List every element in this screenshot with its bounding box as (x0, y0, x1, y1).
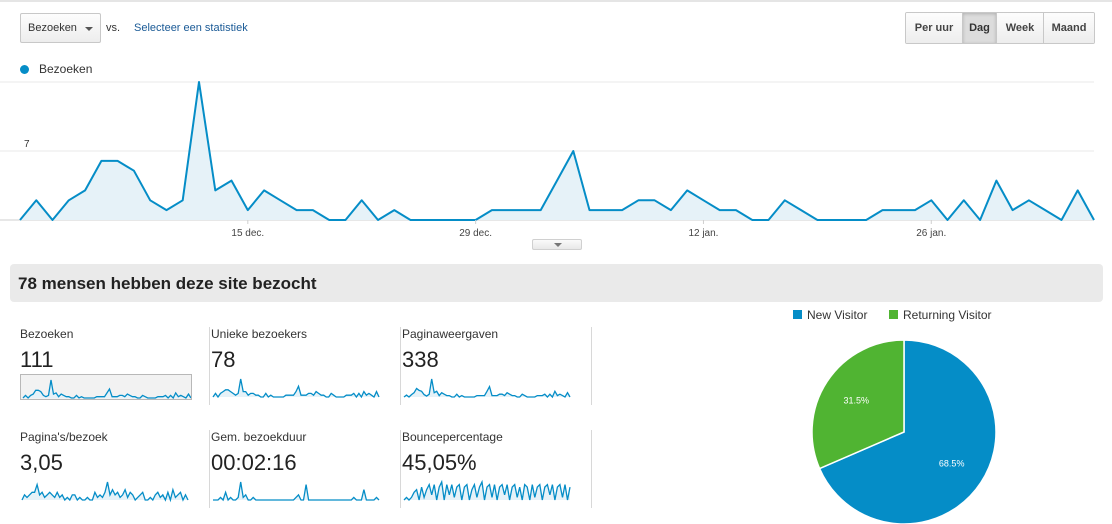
metric-unieke-bezoekers[interactable]: Unieke bezoekers 78 (211, 327, 401, 405)
y-tick-label: 14 (24, 78, 36, 81)
sparkline-line (403, 378, 571, 399)
sparkline-line (21, 481, 189, 503)
legend-label: Returning Visitor (903, 308, 992, 322)
x-tick-label: 12 jan. (688, 228, 718, 239)
sparkline-line (213, 481, 380, 502)
metric-value: 3,05 (20, 450, 63, 475)
date-granularity-toggle: Per uur Dag Week Maand (905, 12, 1095, 44)
pie-slice-new-visitor[interactable] (818, 340, 997, 524)
y-tick-label: 7 (24, 139, 30, 150)
range-per-uur-button[interactable]: Per uur (906, 13, 963, 43)
pie-slice-returning-visitor[interactable] (811, 340, 905, 470)
series-legend-swatch (20, 65, 29, 74)
metric-value: 45,05% (402, 450, 477, 475)
range-maand-button[interactable]: Maand (1044, 13, 1094, 43)
legend-swatch (793, 310, 802, 319)
metric-value: 78 (211, 347, 236, 372)
sparkline-line (22, 379, 191, 399)
visitor-type-pie-chart: 68.5% 31.5% (811, 340, 997, 524)
range-week-button[interactable]: Week (997, 13, 1044, 43)
metric-paginas-per-bezoek[interactable]: Pagina's/bezoek 3,05 (20, 430, 210, 508)
metric-gem-bezoekduur[interactable]: Gem. bezoekduur 00:02:16 (211, 430, 401, 508)
legend-label: New Visitor (807, 308, 868, 322)
series-line (19, 81, 1095, 221)
chevron-down-icon (85, 27, 93, 31)
metric-bouncepercentage[interactable]: Bouncepercentage 45,05% (402, 430, 592, 508)
sparkline (213, 481, 380, 502)
metric-value: 111 (20, 347, 54, 372)
metric-label: Bezoeken (20, 327, 74, 341)
top-border (0, 0, 1112, 2)
sparkline (20, 374, 192, 400)
triangle-down-icon (554, 243, 562, 247)
pie-legend-returning-visitor[interactable]: Returning Visitor (889, 308, 992, 322)
summary-header: 78 mensen hebben deze site bezocht (10, 264, 1103, 302)
range-dag-button[interactable]: Dag (963, 13, 997, 43)
sparkline-line (403, 479, 571, 501)
metric-label: Unieke bezoekers (211, 327, 308, 341)
metric-bezoeken[interactable]: Bezoeken 111 (20, 327, 210, 405)
select-statistic-link[interactable]: Selecteer een statistiek (134, 22, 248, 34)
metric-label: Paginaweergaven (402, 327, 499, 341)
x-tick-label: 15 dec. (231, 228, 264, 239)
legend-swatch (889, 310, 898, 319)
sparkline (212, 378, 380, 399)
pie-slice-label: 68.5% (939, 458, 965, 468)
metric-dropdown[interactable]: Bezoeken (20, 13, 101, 43)
chart-collapse-handle[interactable] (532, 239, 582, 250)
vs-label: vs. (106, 22, 121, 34)
sparkline (403, 479, 571, 501)
metric-value: 00:02:16 (211, 450, 297, 475)
x-tick-label: 26 jan. (916, 228, 946, 239)
x-tick-label: 29 dec. (459, 228, 492, 239)
pie-legend-new-visitor[interactable]: New Visitor (793, 308, 867, 322)
visits-over-time-chart: 14 7 15 dec. 29 dec. 12 jan. 26 jan. (0, 78, 1095, 239)
sparkline (403, 378, 571, 399)
sparkline-line (212, 378, 380, 399)
summary-title: 78 mensen hebben deze site bezocht (18, 274, 317, 293)
metric-value: 338 (402, 347, 439, 372)
metric-label: Gem. bezoekduur (211, 430, 307, 444)
metric-label: Pagina's/bezoek (20, 430, 108, 444)
metric-paginaweergaven[interactable]: Paginaweergaven 338 (402, 327, 592, 405)
metric-dropdown-label: Bezoeken (28, 22, 77, 34)
series-legend-label[interactable]: Bezoeken (39, 62, 93, 76)
metric-label: Bouncepercentage (402, 430, 503, 444)
sparkline (21, 481, 189, 503)
pie-slice-label: 31.5% (844, 396, 870, 406)
